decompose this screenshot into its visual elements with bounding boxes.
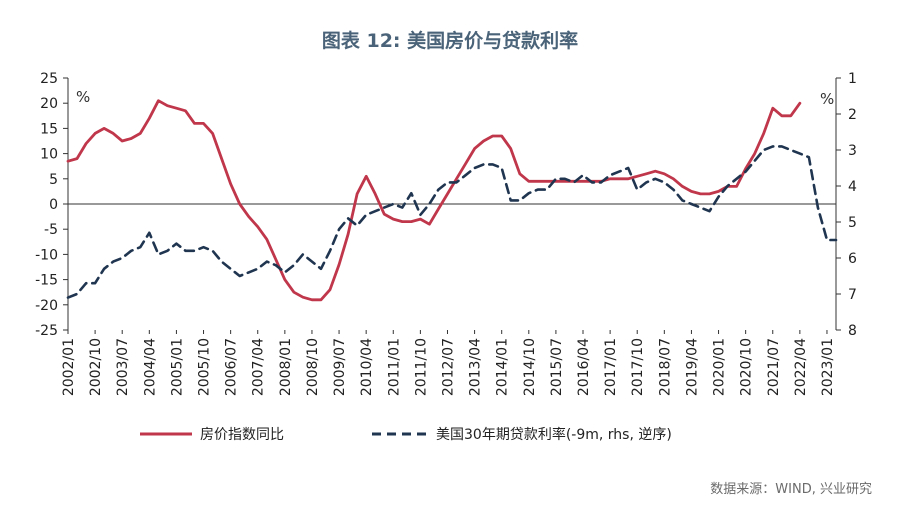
x-tick-label: 2007/04 — [251, 338, 267, 396]
x-axis: 2002/01 2002/10 2003/07 2004/04 2005/01 2005/… — [61, 330, 836, 396]
x-tick-label: 2011/01 — [386, 338, 402, 396]
left-tick-label: -25 — [35, 323, 58, 339]
x-tick-label: 2023/01 — [820, 338, 836, 396]
right-tick-label: 1 — [848, 71, 857, 87]
x-tick-label: 2016/04 — [576, 338, 592, 396]
right-tick-label: 3 — [848, 143, 857, 159]
left-tick-label: -20 — [35, 298, 58, 314]
right-tick-label: 6 — [848, 251, 857, 267]
right-axis: 1 2 3 4 5 6 7 8 — [835, 71, 857, 339]
source-note: 数据来源：WIND, 兴业研究 — [710, 482, 872, 497]
x-tick-label: 2014/10 — [522, 338, 538, 396]
legend-label-house-price: 房价指数同比 — [200, 427, 284, 443]
x-tick-label: 2004/04 — [142, 338, 158, 396]
x-tick-label: 2014/01 — [495, 338, 511, 396]
x-tick-label: 2005/01 — [169, 338, 185, 396]
left-tick-label: -5 — [44, 222, 58, 238]
legend-label-mortgage-rate: 美国30年期贷款利率(-9m, rhs, 逆序) — [436, 426, 672, 443]
x-tick-label: 2008/01 — [278, 338, 294, 396]
x-tick-label: 2017/10 — [630, 338, 646, 396]
x-tick-label: 2009/07 — [332, 338, 348, 396]
left-tick-label: 20 — [40, 96, 58, 112]
chart-title: 图表 12: 美国房价与贷款利率 — [321, 30, 579, 52]
house-price-yoy-line — [66, 99, 802, 302]
left-tick-label: 0 — [49, 197, 58, 213]
right-tick-label: 7 — [848, 287, 857, 303]
x-tick-label: 2018/07 — [657, 338, 673, 396]
x-tick-label: 2020/01 — [712, 338, 728, 396]
series-lines — [66, 99, 838, 302]
x-tick-label: 2011/10 — [413, 338, 429, 396]
x-tick-label: 2019/04 — [684, 338, 700, 396]
x-tick-label: 2021/07 — [766, 338, 782, 396]
left-axis: 25 20 15 10 5 0 -5 -10 -15 -20 -25 — [35, 71, 836, 339]
left-tick-label: 10 — [40, 147, 58, 163]
x-tick-label: 2008/10 — [305, 338, 321, 396]
mortgage-rate-line — [66, 145, 838, 299]
x-tick-label: 2017/01 — [603, 338, 619, 396]
x-tick-label: 2002/10 — [88, 338, 104, 396]
right-axis-unit: % — [820, 90, 834, 108]
x-tick-label: 2020/10 — [739, 338, 755, 396]
x-tick-label: 2003/07 — [115, 338, 131, 396]
left-tick-label: 5 — [49, 172, 58, 188]
right-tick-label: 2 — [848, 107, 857, 123]
x-tick-label: 2005/10 — [197, 338, 213, 396]
x-tick-label: 2002/01 — [61, 338, 77, 396]
x-tick-label: 2022/04 — [793, 338, 809, 396]
x-tick-label: 2015/07 — [549, 338, 565, 396]
x-tick-label: 2010/04 — [359, 338, 375, 396]
right-tick-label: 8 — [848, 323, 857, 339]
right-tick-label: 4 — [848, 179, 857, 195]
left-axis-unit: % — [76, 88, 90, 106]
legend: 房价指数同比 美国30年期贷款利率(-9m, rhs, 逆序) — [140, 426, 672, 443]
left-tick-label: -10 — [35, 247, 58, 263]
left-tick-label: -15 — [35, 273, 58, 289]
left-tick-label: 25 — [40, 71, 58, 87]
x-tick-label: 2006/07 — [224, 338, 240, 396]
right-tick-label: 5 — [848, 215, 857, 231]
x-tick-label: 2013/04 — [468, 338, 484, 396]
left-tick-label: 15 — [40, 121, 58, 137]
x-tick-label: 2012/07 — [440, 338, 456, 396]
